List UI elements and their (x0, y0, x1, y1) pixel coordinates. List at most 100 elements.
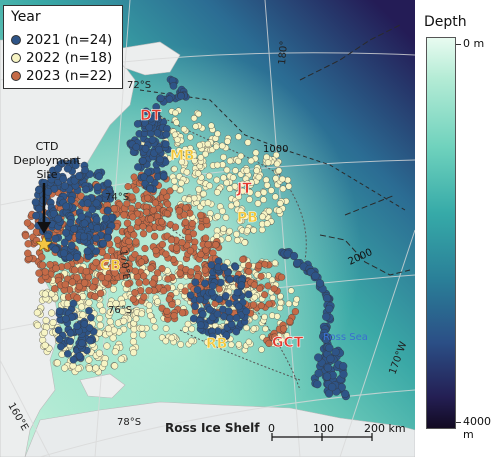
colorbar-title: Depth (424, 14, 467, 30)
ctd-point (322, 312, 331, 321)
lon-170e: 170°E (117, 249, 132, 281)
ctd-point (251, 313, 259, 321)
ctd-point (119, 256, 127, 264)
ctd-point (124, 306, 132, 314)
ctd-point (315, 279, 325, 288)
ctd-point (213, 143, 220, 150)
ctd-point (232, 167, 239, 174)
ctd-point (138, 310, 145, 318)
ctd-point (123, 200, 131, 208)
ctd-point (276, 304, 284, 312)
ctd-point (130, 325, 138, 333)
ctd-point (137, 258, 145, 266)
ctd-point (111, 348, 119, 356)
ctd-point (214, 161, 221, 169)
ctd-point (271, 259, 279, 267)
ctd-point (111, 269, 119, 277)
ctd-point (135, 279, 143, 287)
ctd-point (263, 220, 271, 227)
ctd-point (140, 173, 148, 181)
legend-item-2023: 2023 (n=22) (11, 67, 112, 85)
ctd-point (152, 103, 160, 111)
ctd-point (235, 341, 242, 348)
ctd-point (145, 302, 153, 309)
ctd-point (158, 265, 166, 273)
ctd-point (138, 324, 146, 332)
ctd-point (103, 253, 111, 261)
ctd-point (183, 168, 191, 176)
ctd-point (277, 293, 284, 300)
ctd-point (110, 204, 118, 213)
ctd-point (214, 130, 221, 137)
ctd-point (132, 315, 140, 323)
ctd-point (60, 238, 69, 247)
ctd-point (34, 321, 42, 329)
ctd-point (66, 337, 75, 346)
ctd-point (178, 309, 187, 317)
ctd-point (284, 176, 292, 184)
ctd-point (130, 231, 138, 239)
ctd-point (181, 218, 190, 226)
ctd-point (185, 196, 193, 203)
ctd-point (339, 362, 348, 371)
ctd-point (175, 147, 183, 154)
ctd-point (262, 176, 270, 184)
ctd-point (105, 240, 114, 248)
ctd-point (169, 82, 178, 90)
ctd-point (156, 155, 164, 164)
deployment-arrow-icon (37, 222, 51, 234)
ctd-point (225, 307, 233, 315)
colorbar-label-bottom: 4000 m (463, 415, 491, 441)
ctd-point (279, 185, 287, 193)
ctd-point (180, 126, 188, 133)
ctd-point (129, 213, 137, 221)
ctd-point (331, 347, 340, 357)
ctd-point (261, 313, 268, 321)
ctd-point (162, 130, 171, 139)
ctd-point (250, 226, 257, 234)
legend-label: 2023 (n=22) (26, 68, 113, 84)
ctd-point (244, 227, 251, 234)
ctd-point (188, 337, 195, 345)
ctd-point (259, 213, 266, 221)
ctd-point (132, 238, 140, 246)
ctd-point (51, 245, 60, 254)
ctd-point (118, 272, 127, 280)
ctd-point (195, 186, 202, 193)
ctd-point (293, 296, 300, 303)
ctd-point (208, 122, 215, 129)
ctd-point (275, 207, 283, 214)
ctd-point (147, 215, 155, 223)
ctd-point (72, 253, 81, 261)
ctd-point (265, 300, 273, 308)
ctd-point (325, 343, 334, 353)
ctd-point (288, 287, 295, 294)
ctd-point (130, 173, 138, 181)
ctd-point (209, 282, 217, 290)
ctd-point (154, 298, 161, 305)
ctd-point (226, 185, 234, 192)
ctd-point (220, 174, 227, 182)
ctd-point (244, 180, 251, 187)
ctd-point (237, 207, 245, 215)
ctd-point (67, 241, 76, 250)
ctd-point (244, 290, 253, 299)
ctd-point (104, 273, 112, 282)
ctd-point (231, 263, 240, 271)
ctd-point (177, 92, 185, 100)
ctd-point (152, 199, 159, 207)
ctd-point (226, 157, 234, 165)
ctd-point (225, 235, 232, 242)
ctd-point (244, 139, 252, 146)
ctd-point (187, 268, 195, 276)
ctd-point (190, 194, 198, 202)
ctd-point (46, 261, 54, 269)
ctd-point (191, 302, 199, 311)
ctd-point (129, 295, 137, 303)
lat-72s: 72°S (127, 80, 151, 91)
ctd-point (291, 308, 299, 316)
ctd-point (107, 246, 116, 255)
ctd-point (184, 233, 192, 242)
ctd-point (254, 190, 262, 198)
ctd-point (173, 244, 181, 252)
